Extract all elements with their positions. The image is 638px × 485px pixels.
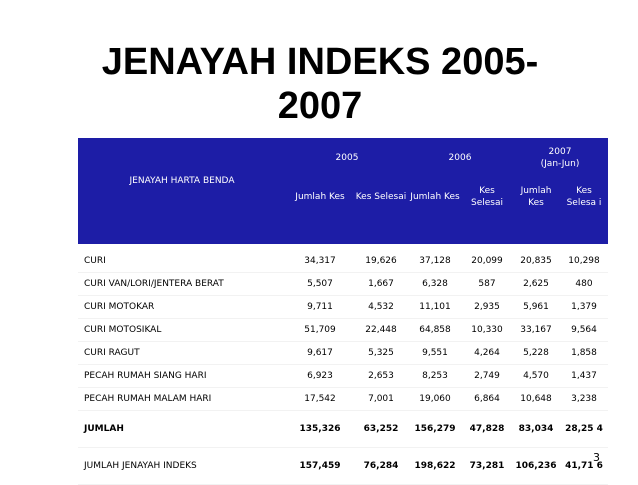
col-kes-selesai-2006: Kes Selesai — [462, 178, 512, 216]
page-number: 3 — [593, 451, 600, 464]
table-row: JUMLAH 135,326 63,252 156,279 47,828 83,034 28… — [78, 410, 608, 448]
row-value-cell: 20,835 — [512, 250, 560, 273]
row-value-cell: 9,551 — [408, 341, 462, 365]
row-value-cell: 6,864 — [462, 387, 512, 411]
row-value-cell: 4,532 — [354, 295, 408, 319]
row-category-name: CURI — [78, 250, 286, 273]
row-category-name: JUMLAH — [78, 410, 286, 448]
row-value-cell: 83,034 — [512, 410, 560, 448]
row-value-cell: 2,625 — [512, 272, 560, 296]
year-2006-header: 2006 — [408, 138, 512, 178]
table-row: CURI RAGUT 9,617 5,325 9,551 4,264 5,228 1,858 — [78, 341, 608, 365]
row-value-cell: 6,328 — [408, 272, 462, 296]
row-value-cell: 33,167 — [512, 318, 560, 342]
row-value-cell: 4,264 — [462, 341, 512, 365]
row-value-cell: 28,25 4 — [560, 410, 608, 448]
col-jumlah-kes-2005: Jumlah Kes — [286, 178, 354, 216]
row-category-name: CURI MOTOKAR — [78, 295, 286, 319]
row-value-cell: 63,252 — [354, 410, 408, 448]
row-value-cell: 11,101 — [408, 295, 462, 319]
row-value-cell: 2,935 — [462, 295, 512, 319]
row-value-cell: 20,099 — [462, 250, 512, 273]
table-row: PECAH RUMAH MALAM HARI 17,542 7,001 19,060 6… — [78, 387, 608, 411]
col-kes-selesai-2007: Kes Selesa i — [560, 178, 608, 216]
category-header: JENAYAH HARTA BENDA — [78, 138, 286, 216]
row-value-cell: 6,923 — [286, 364, 354, 388]
row-value-cell: 10,648 — [512, 387, 560, 411]
col-jumlah-kes-2006: Jumlah Kes — [408, 178, 462, 216]
row-value-cell: 135,326 — [286, 410, 354, 448]
row-value-cell: 51,709 — [286, 318, 354, 342]
table-row: CURI VAN/LORI/JENTERA BERAT 5,507 1,667 6,3… — [78, 272, 608, 296]
row-value-cell: 1,858 — [560, 341, 608, 365]
row-category-name: CURI MOTOSIKAL — [78, 318, 286, 342]
row-value-cell: 5,325 — [354, 341, 408, 365]
row-value-cell: 47,828 — [462, 410, 512, 448]
row-value-cell: 1,379 — [560, 295, 608, 319]
year-2005-header: 2005 — [286, 138, 408, 178]
row-value-cell: 10,298 — [560, 250, 608, 273]
row-value-cell: 2,749 — [462, 364, 512, 388]
table-row: CURI MOTOKAR 9,711 4,532 11,101 2,935 5,961 1,… — [78, 295, 608, 319]
row-value-cell: 7,001 — [354, 387, 408, 411]
row-value-cell: 37,128 — [408, 250, 462, 273]
row-category-name: CURI RAGUT — [78, 341, 286, 365]
row-value-cell: 19,060 — [408, 387, 462, 411]
row-value-cell: 4,570 — [512, 364, 560, 388]
row-value-cell: 34,317 — [286, 250, 354, 273]
slide-title: JENAYAH INDEKS 2005- 2007 — [60, 40, 580, 128]
col-kes-selesai-2005: Kes Selesai — [354, 178, 408, 216]
row-value-cell: 156,279 — [408, 410, 462, 448]
crime-index-table: JENAYAH HARTA BENDA 2005 2006 2007 (Jan-… — [78, 138, 608, 485]
year-2007-header: 2007 (Jan-Jun) — [512, 138, 608, 178]
row-value-cell: 3,238 — [560, 387, 608, 411]
year-2007-label: 2007 — [548, 147, 572, 157]
row-value-cell: 10,330 — [462, 318, 512, 342]
row-value-cell: 1,667 — [354, 272, 408, 296]
row-category-name: PECAH RUMAH MALAM HARI — [78, 387, 286, 411]
row-value-cell: 9,564 — [560, 318, 608, 342]
table-row: CURI MOTOSIKAL 51,709 22,448 64,858 10,330 33… — [78, 318, 608, 342]
slide-title-line-2: 2007 — [277, 85, 363, 127]
row-value-cell: 9,617 — [286, 341, 354, 365]
row-value-cell: 2,653 — [354, 364, 408, 388]
row-value-cell: 5,507 — [286, 272, 354, 296]
row-value-cell: 64,858 — [408, 318, 462, 342]
row-category-name: PECAH RUMAH SIANG HARI — [78, 364, 286, 388]
row-value-cell: 1,437 — [560, 364, 608, 388]
row-value-cell: 9,711 — [286, 295, 354, 319]
row-value-cell: 5,228 — [512, 341, 560, 365]
table-row: PECAH RUMAH SIANG HARI 6,923 2,653 8,253 2,7… — [78, 364, 608, 388]
row-category-name: CURI VAN/LORI/JENTERA BERAT — [78, 272, 286, 296]
row-value-cell: 22,448 — [354, 318, 408, 342]
row-value-cell: 19,626 — [354, 250, 408, 273]
table-row: CURI 34,317 19,626 37,128 20,099 20,835 10,298 — [78, 250, 608, 273]
row-value-cell: 8,253 — [408, 364, 462, 388]
row-value-cell: 587 — [462, 272, 512, 296]
row-value-cell: 480 — [560, 272, 608, 296]
row-value-cell: 5,961 — [512, 295, 560, 319]
year-2007-note: (Jan-Jun) — [540, 159, 580, 169]
slide-title-line-1: JENAYAH INDEKS 2005- — [101, 41, 539, 83]
header-spacer-row — [78, 216, 608, 244]
col-jumlah-kes-2007: Jumlah Kes — [512, 178, 560, 216]
row-value-cell: 17,542 — [286, 387, 354, 411]
